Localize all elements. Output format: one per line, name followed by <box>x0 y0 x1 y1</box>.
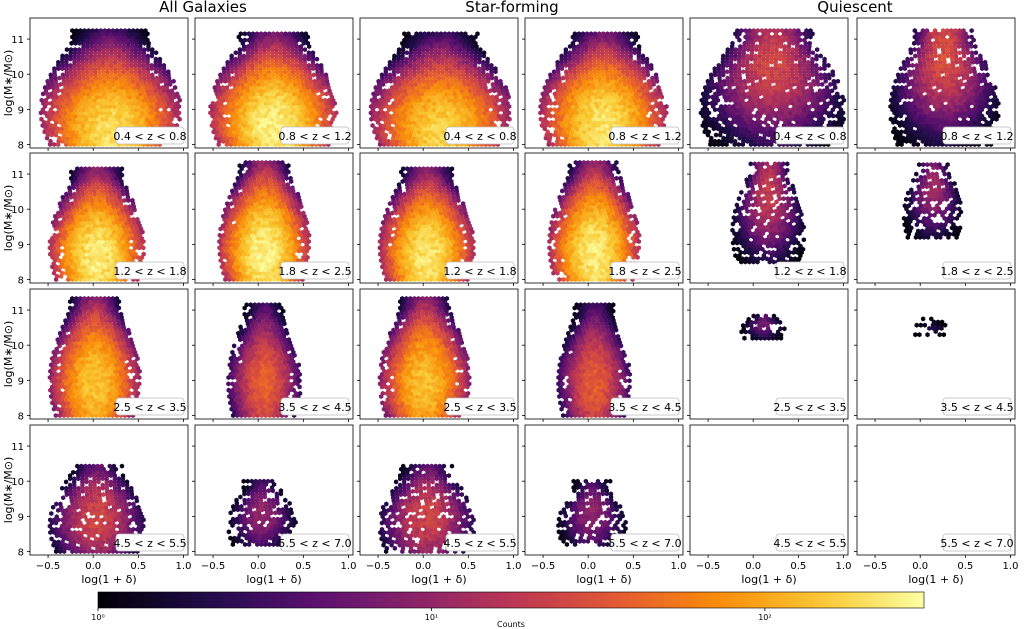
panel-1-3: 0.4 < z < 0.8 <box>357 17 519 151</box>
y-tick-label: 9 <box>18 105 24 116</box>
panel-1-5: 0.4 < z < 0.8 <box>687 17 849 151</box>
panel-1-4: 0.8 < z < 1.2 <box>522 17 684 151</box>
hexbin-cell <box>157 56 163 62</box>
hexbin-cell <box>154 75 159 81</box>
hexbin-cell <box>39 116 44 122</box>
hexbin-cell <box>60 88 65 94</box>
hexbin-cell <box>174 91 180 97</box>
hexbin-cell <box>175 100 180 106</box>
redshift-label-text: 0.8 < z < 1.2 <box>608 130 681 143</box>
hexbin-cell <box>145 53 151 59</box>
hexbin-cell <box>42 85 48 91</box>
hexbin-cell <box>166 69 171 75</box>
hexbin-cell <box>43 97 48 103</box>
redshift-label: 0.4 < z < 0.8 <box>113 126 187 145</box>
y-axis-label: log(M∗/M⊙) <box>2 50 15 116</box>
hexbin-cell <box>51 141 57 148</box>
hexbin-cell <box>56 62 61 68</box>
hexbin-cell <box>45 78 50 84</box>
hexbin-cell <box>48 72 53 78</box>
hexbin-cell <box>172 85 178 91</box>
hexbin-cell <box>84 62 89 68</box>
hexbin-cell <box>64 53 69 59</box>
group-title-star-forming: Star-forming <box>465 0 559 16</box>
hexbin-cell <box>160 85 166 91</box>
hexbin-cell <box>177 116 182 122</box>
hexbin-cell <box>153 56 159 62</box>
hexbin-cell <box>169 88 175 94</box>
redshift-label-text: 0.4 < z < 0.8 <box>443 130 516 143</box>
hexbin-cell <box>149 62 154 68</box>
hexbin-cell <box>58 81 63 87</box>
redshift-label: 0.8 < z < 1.2 <box>278 126 352 145</box>
group-title-quiescent: Quiescent <box>817 0 893 16</box>
redshift-label-text: 0.8 < z < 1.2 <box>278 130 351 143</box>
redshift-label: 0.8 < z < 1.2 <box>608 126 682 145</box>
hexbin-cell <box>68 62 73 68</box>
redshift-label: 0.4 < z < 0.8 <box>773 126 847 145</box>
hexbin-cell <box>49 100 54 106</box>
hexbin-cell <box>60 53 65 59</box>
hexbin-cell <box>57 75 62 81</box>
hexbin-cell <box>57 135 62 141</box>
y-tick-label: 11 <box>11 35 24 46</box>
hexbin-cell <box>56 59 61 65</box>
panel-1-2: 0.8 < z < 1.2 <box>192 17 354 151</box>
hexbin-cell <box>150 72 155 78</box>
hexbin-cell <box>171 78 176 84</box>
panel-1-6: 0.8 < z < 1.2 <box>854 17 1016 151</box>
hexbin-cell <box>39 97 44 103</box>
hexbin-cell <box>52 66 57 72</box>
hexbin-cell <box>112 62 118 68</box>
hexbin-cell <box>48 138 53 144</box>
group-title-all-galaxies: All Galaxies <box>159 0 247 16</box>
hexbin-cell <box>49 91 54 97</box>
redshift-label: 0.4 < z < 0.8 <box>443 126 517 145</box>
redshift-label-text: 0.4 < z < 0.8 <box>113 130 186 143</box>
hexbin-cell <box>48 122 54 129</box>
hexbin-cell <box>161 62 167 68</box>
redshift-label-text: 0.4 < z < 0.8 <box>773 130 846 143</box>
hexbin-cell <box>141 62 146 68</box>
hexbin-cell <box>41 119 47 125</box>
hexbin-cell <box>58 94 63 100</box>
hexbin-cell <box>55 126 60 132</box>
y-tick-label: 8 <box>18 140 24 151</box>
hexbin-cell <box>40 91 46 97</box>
hexbin-cell <box>60 72 66 78</box>
